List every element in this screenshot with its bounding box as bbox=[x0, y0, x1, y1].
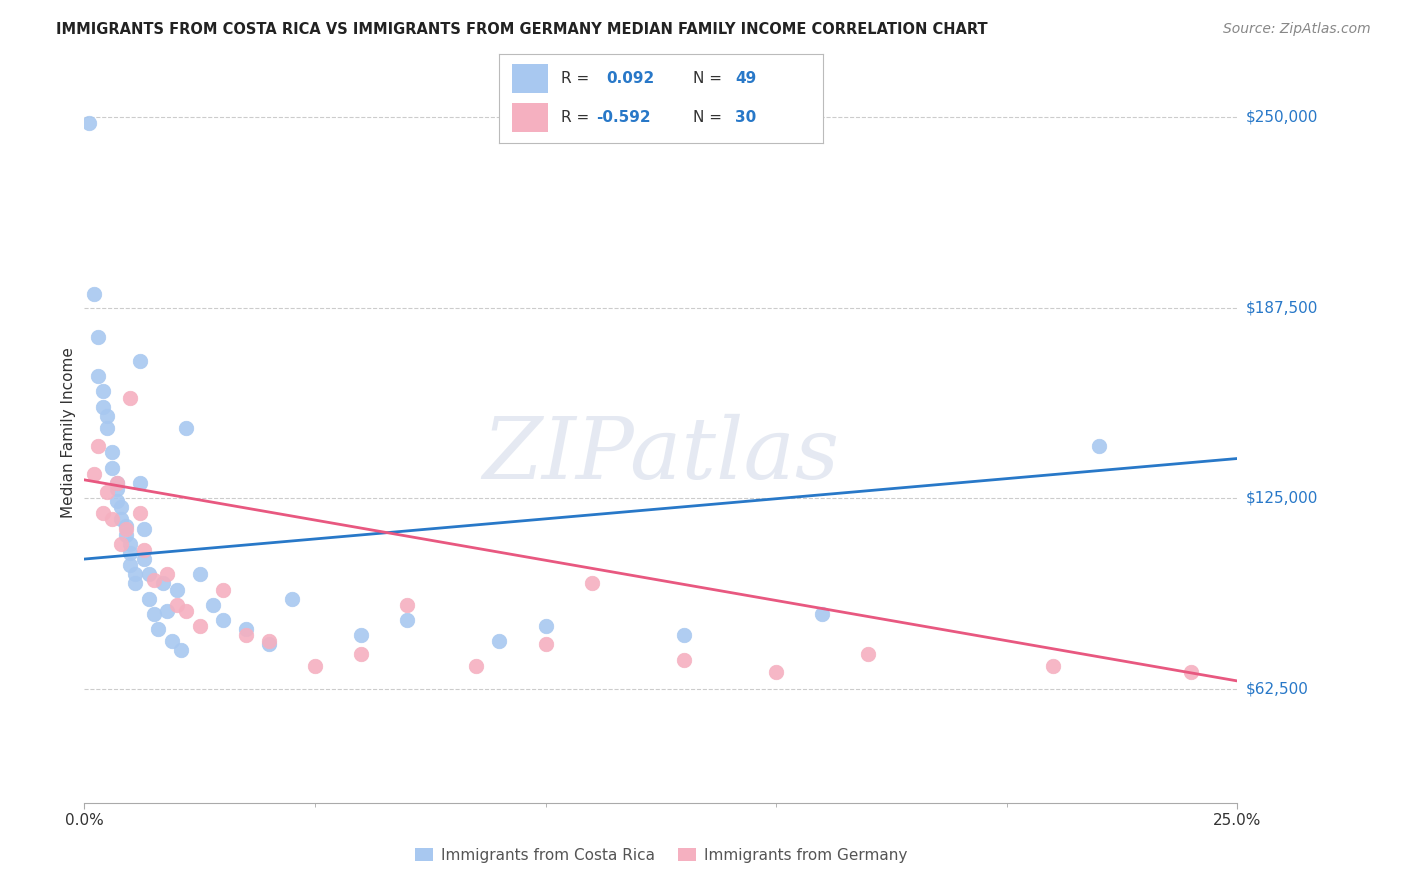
Y-axis label: Median Family Income: Median Family Income bbox=[60, 347, 76, 518]
Text: $250,000: $250,000 bbox=[1246, 110, 1317, 125]
Point bbox=[120, 546, 142, 560]
Point bbox=[115, 522, 138, 536]
Point bbox=[350, 647, 373, 661]
Point bbox=[101, 460, 124, 475]
Point bbox=[120, 558, 142, 573]
Point bbox=[765, 665, 787, 679]
Point bbox=[96, 485, 118, 500]
Point bbox=[672, 652, 695, 666]
Point bbox=[134, 552, 156, 566]
Point bbox=[142, 574, 165, 588]
Point bbox=[174, 421, 197, 435]
Point bbox=[138, 591, 160, 606]
Point bbox=[1042, 658, 1064, 673]
Point bbox=[134, 522, 156, 536]
Point bbox=[156, 567, 179, 582]
Point bbox=[134, 543, 156, 558]
Point bbox=[1180, 665, 1202, 679]
Point bbox=[166, 582, 188, 597]
Point bbox=[396, 598, 419, 612]
Text: 30: 30 bbox=[735, 111, 756, 125]
Point bbox=[170, 643, 193, 657]
Text: N =: N = bbox=[693, 71, 727, 86]
Point bbox=[87, 369, 110, 384]
Text: 49: 49 bbox=[735, 71, 756, 86]
Point bbox=[672, 628, 695, 642]
Text: 0.092: 0.092 bbox=[606, 71, 654, 86]
Point bbox=[188, 567, 211, 582]
Point bbox=[235, 622, 257, 636]
Point bbox=[105, 482, 128, 496]
Point bbox=[91, 400, 114, 414]
Text: -0.592: -0.592 bbox=[596, 111, 651, 125]
Point bbox=[115, 527, 138, 541]
Point bbox=[87, 439, 110, 453]
Point bbox=[152, 576, 174, 591]
Point bbox=[858, 647, 880, 661]
Point bbox=[128, 354, 150, 368]
Point bbox=[83, 467, 105, 481]
Point bbox=[110, 537, 132, 551]
Point bbox=[124, 567, 146, 582]
Point bbox=[304, 658, 326, 673]
Point bbox=[235, 628, 257, 642]
Text: Source: ZipAtlas.com: Source: ZipAtlas.com bbox=[1223, 22, 1371, 37]
Point bbox=[534, 637, 557, 651]
Point bbox=[350, 628, 373, 642]
Legend: Immigrants from Costa Rica, Immigrants from Germany: Immigrants from Costa Rica, Immigrants f… bbox=[409, 842, 912, 869]
Point bbox=[96, 421, 118, 435]
Point bbox=[101, 445, 124, 459]
Point bbox=[811, 607, 834, 621]
Point bbox=[174, 604, 197, 618]
Point bbox=[115, 518, 138, 533]
Point bbox=[87, 329, 110, 343]
Point bbox=[156, 604, 179, 618]
Point bbox=[120, 537, 142, 551]
Point bbox=[146, 622, 169, 636]
Point bbox=[534, 619, 557, 633]
Point bbox=[128, 475, 150, 490]
Point bbox=[83, 287, 105, 301]
Point bbox=[488, 634, 510, 648]
Point bbox=[142, 607, 165, 621]
Point bbox=[96, 409, 118, 423]
Point bbox=[120, 391, 142, 405]
Point bbox=[138, 567, 160, 582]
Point bbox=[257, 637, 280, 651]
Text: R =: R = bbox=[561, 71, 599, 86]
Bar bbox=[512, 103, 547, 132]
Point bbox=[188, 619, 211, 633]
Text: N =: N = bbox=[693, 111, 727, 125]
Point bbox=[211, 582, 233, 597]
Text: $62,500: $62,500 bbox=[1246, 681, 1309, 696]
Point bbox=[257, 634, 280, 648]
Point bbox=[105, 475, 128, 490]
Point bbox=[110, 500, 132, 515]
Bar bbox=[512, 64, 547, 93]
Text: ZIPatlas: ZIPatlas bbox=[482, 414, 839, 496]
Point bbox=[77, 116, 100, 130]
Text: R =: R = bbox=[561, 111, 593, 125]
Point bbox=[281, 591, 304, 606]
Text: $125,000: $125,000 bbox=[1246, 491, 1317, 506]
Point bbox=[105, 475, 128, 490]
Point bbox=[110, 512, 132, 526]
Point bbox=[465, 658, 488, 673]
Point bbox=[91, 507, 114, 521]
Point bbox=[105, 494, 128, 508]
Point bbox=[91, 384, 114, 399]
Text: $187,500: $187,500 bbox=[1246, 301, 1317, 315]
Point bbox=[128, 507, 150, 521]
Point bbox=[166, 598, 188, 612]
Point bbox=[396, 613, 419, 627]
Point bbox=[1088, 439, 1111, 453]
Text: IMMIGRANTS FROM COSTA RICA VS IMMIGRANTS FROM GERMANY MEDIAN FAMILY INCOME CORRE: IMMIGRANTS FROM COSTA RICA VS IMMIGRANTS… bbox=[56, 22, 988, 37]
Point bbox=[211, 613, 233, 627]
Point bbox=[101, 512, 124, 526]
Point bbox=[124, 576, 146, 591]
Point bbox=[581, 576, 603, 591]
Point bbox=[160, 634, 183, 648]
Point bbox=[202, 598, 225, 612]
